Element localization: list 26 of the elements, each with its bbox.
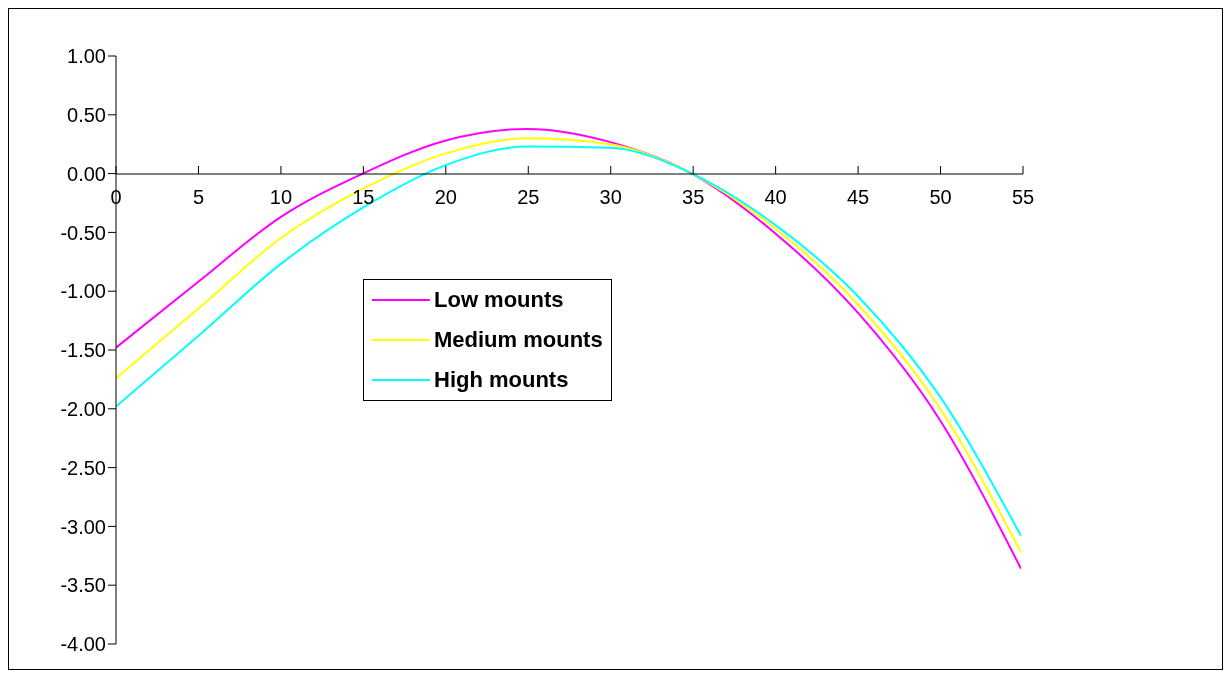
y-tick-label: 0.00: [67, 162, 106, 185]
y-tick-label: -4.00: [60, 633, 106, 656]
x-tick-label: 20: [434, 186, 457, 208]
x-tick-label: 10: [269, 186, 293, 208]
y-tick-label: -2.50: [60, 456, 106, 479]
y-tick-label: -3.50: [60, 574, 106, 597]
x-tick-label: 0: [110, 186, 122, 208]
y-tick-label: -0.50: [60, 221, 106, 244]
x-tick-label: 35: [682, 186, 705, 208]
x-tick-label: 40: [764, 186, 787, 208]
x-tick-label: 25: [517, 186, 540, 208]
x-tick-label: 30: [599, 186, 622, 208]
x-tick-label: 15: [352, 186, 375, 208]
x-tick-label: 45: [846, 186, 870, 208]
legend-label: High mounts: [434, 367, 569, 393]
x-tick-label: 55: [1011, 186, 1035, 208]
y-tick-label: 1.00: [67, 45, 106, 68]
y-tick-label: -2.00: [60, 397, 106, 420]
y-tick-label: -3.00: [60, 515, 106, 538]
legend-label: Medium mounts: [434, 327, 603, 353]
x-tick-label: 50: [929, 186, 952, 208]
y-tick-label: -1.50: [60, 339, 106, 362]
legend-label: Low mounts: [434, 287, 564, 313]
x-tick-label: 5: [192, 186, 205, 208]
y-tick-label: 0.50: [67, 103, 106, 126]
y-tick-label: -1.00: [60, 280, 106, 303]
